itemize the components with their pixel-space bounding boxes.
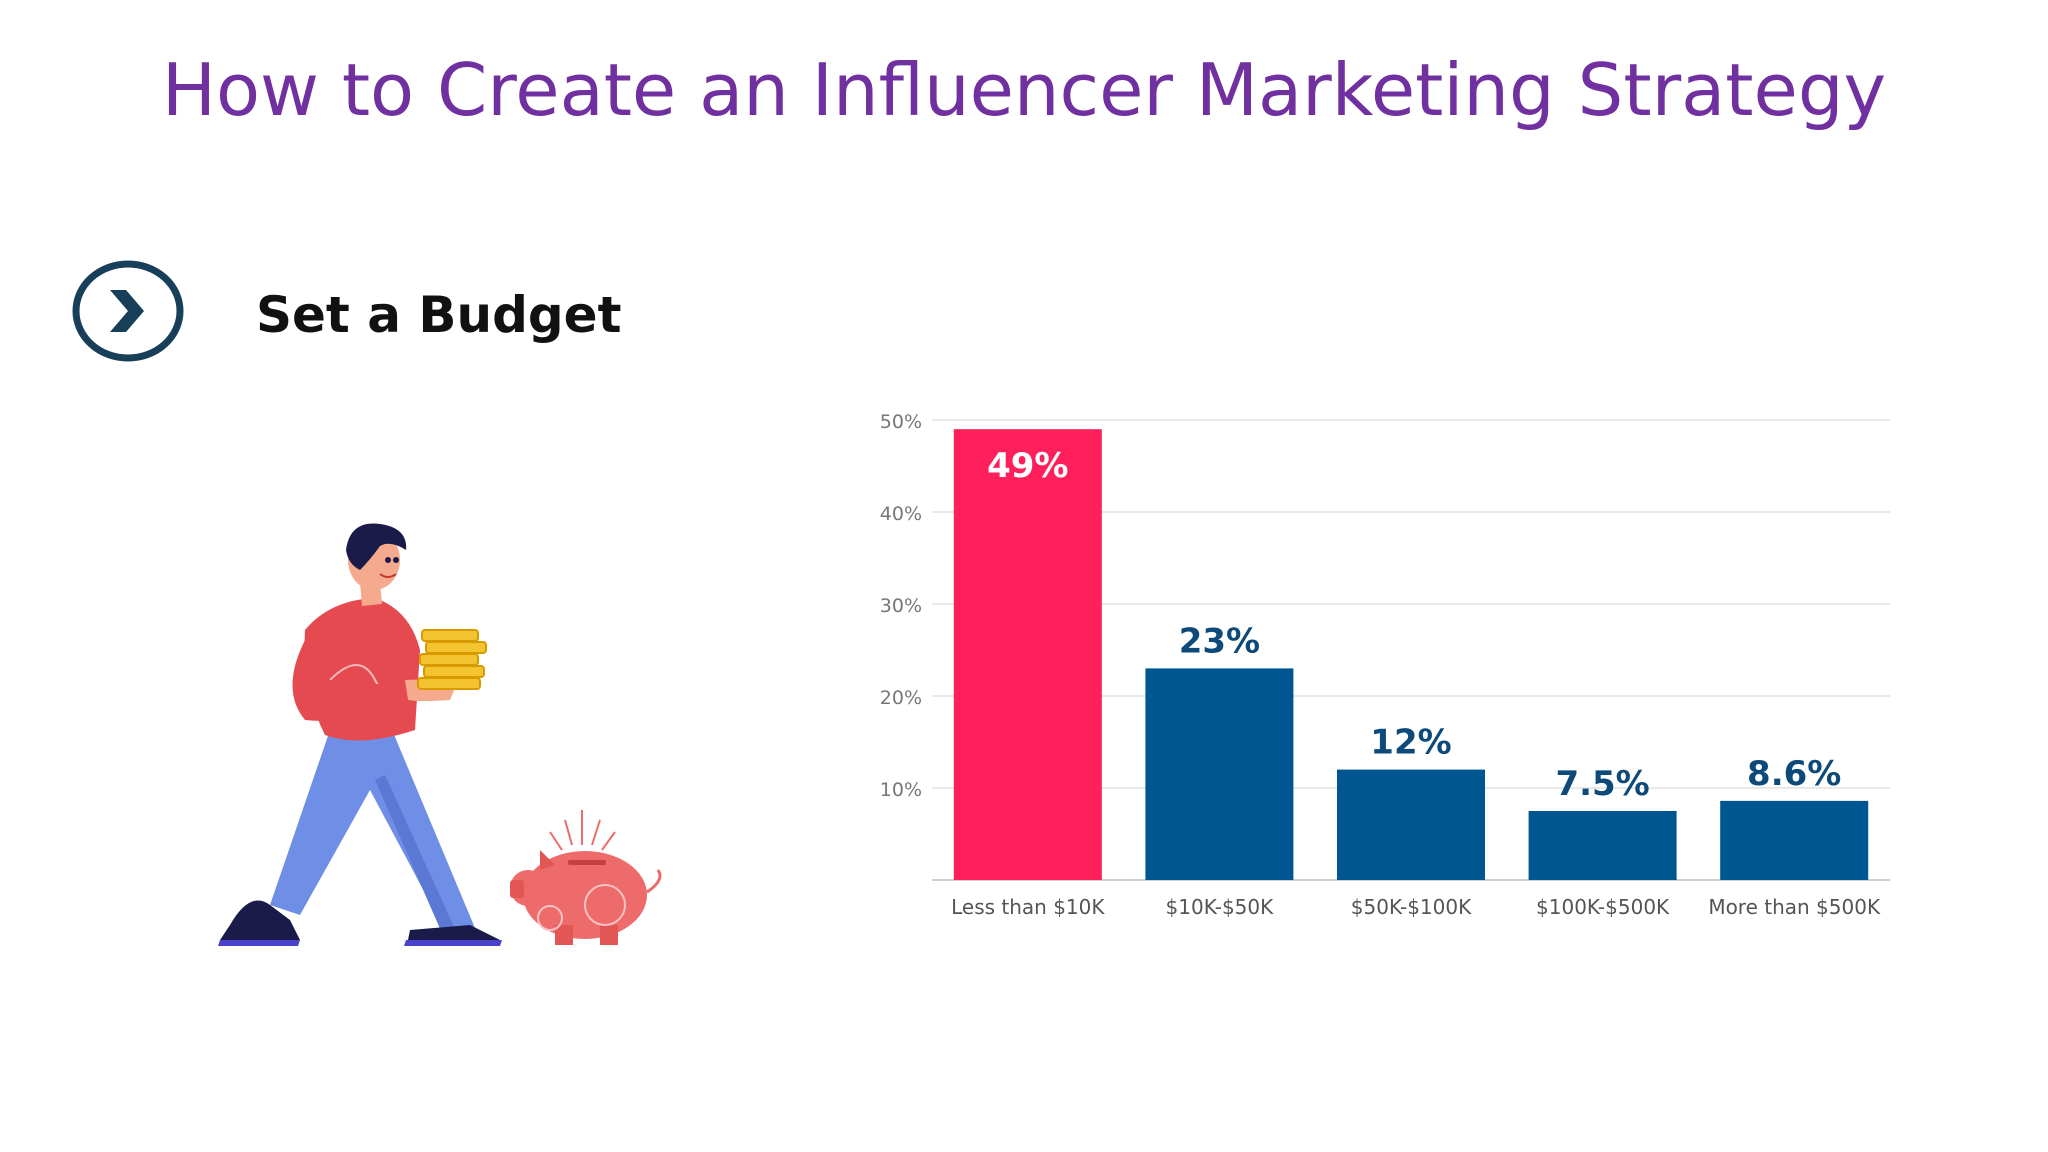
bar — [1528, 811, 1677, 880]
y-tick-label: 50% — [880, 411, 922, 433]
x-tick-label: $10K-$50K — [1166, 895, 1275, 919]
data-label: 7.5% — [1555, 764, 1649, 804]
x-tick-label: $50K-$100K — [1351, 895, 1472, 919]
data-label: 12% — [1370, 723, 1451, 763]
bar — [1337, 769, 1485, 880]
data-label: 49% — [987, 446, 1068, 486]
chevron-right-circle-icon — [72, 260, 184, 362]
bar — [1720, 800, 1869, 880]
bar — [953, 429, 1102, 880]
y-tick-label: 20% — [880, 687, 922, 709]
budget-illustration — [218, 523, 662, 946]
man-carrying-coins-icon — [218, 523, 502, 946]
bar — [1145, 668, 1294, 880]
x-tick-label: More than $500K — [1708, 895, 1881, 919]
data-label: 23% — [1179, 621, 1260, 661]
data-label: 8.6% — [1747, 754, 1841, 794]
y-tick-label: 10% — [880, 779, 922, 801]
x-tick-label: $100K-$500K — [1536, 895, 1670, 919]
piggy-bank-icon — [510, 810, 662, 945]
section-heading: Set a Budget — [256, 286, 622, 344]
y-tick-label: 40% — [880, 503, 922, 525]
slide-title: How to Create an Influencer Marketing St… — [161, 48, 1887, 132]
y-tick-label: 30% — [880, 595, 922, 617]
x-tick-label: Less than $10K — [951, 895, 1105, 919]
budget-bar-chart: 10% 20% 30% 40% 50% 49% Less than $10K 23% $10K… — [880, 411, 1890, 919]
